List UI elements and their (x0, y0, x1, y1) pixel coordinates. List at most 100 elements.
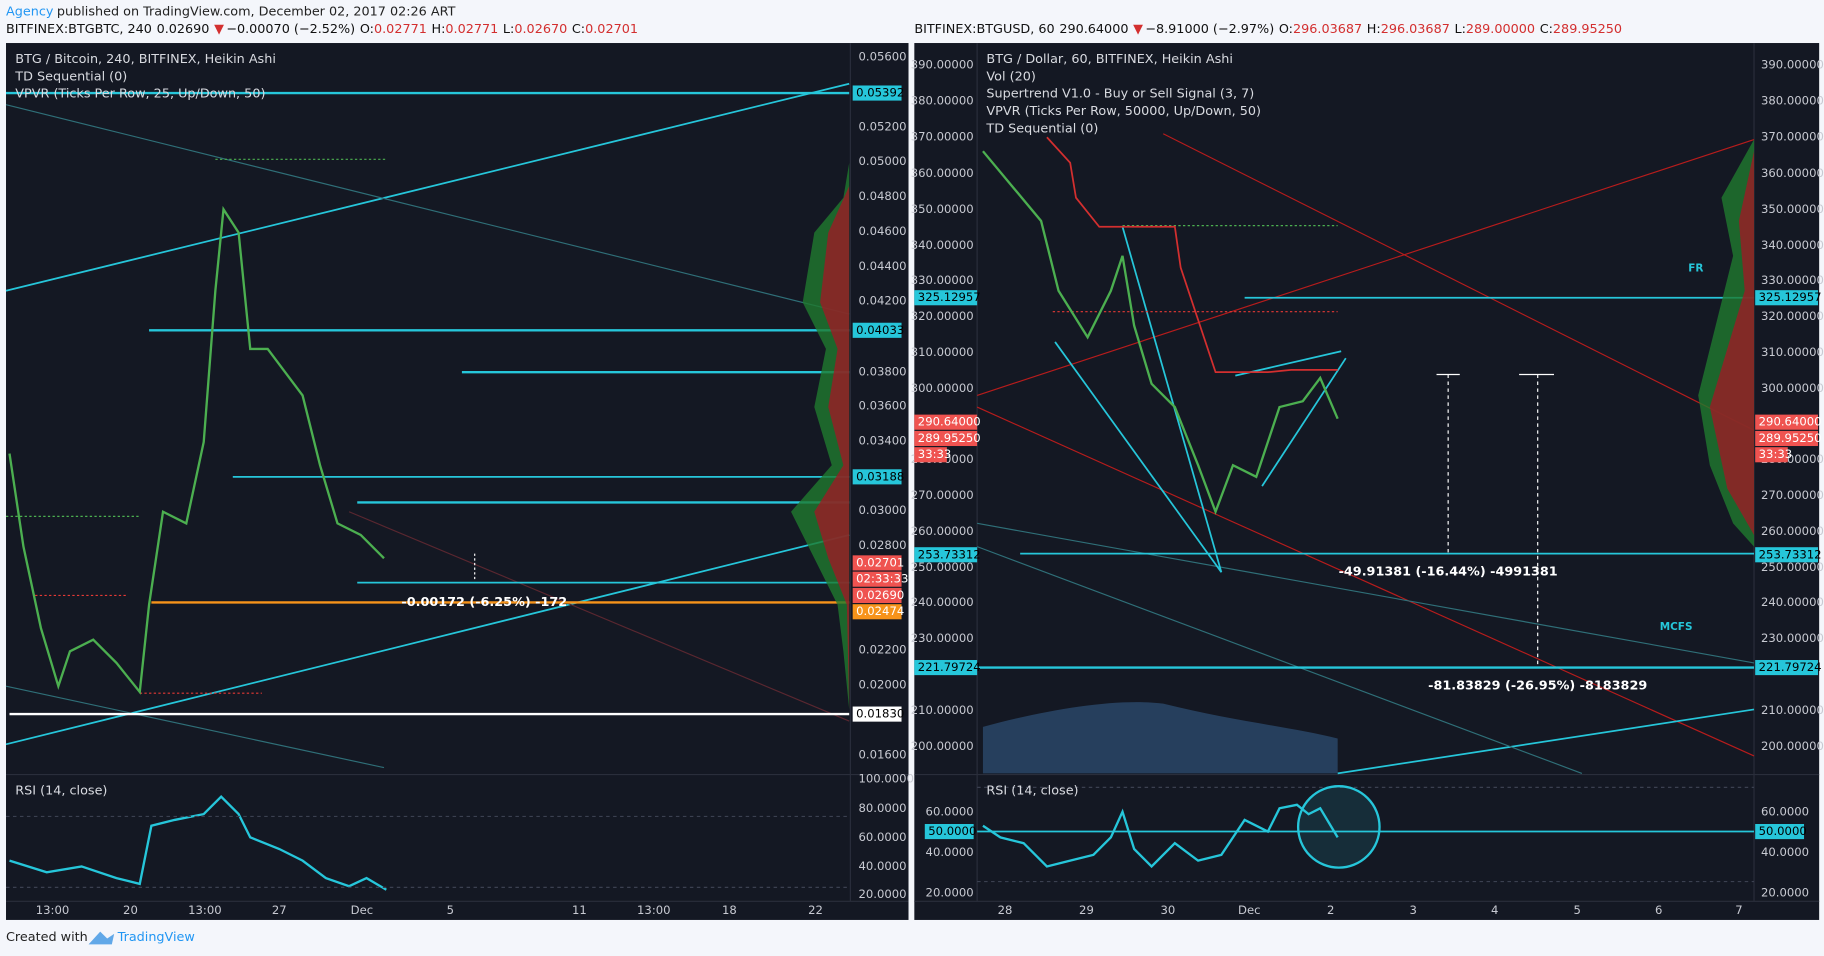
legend-line: Vol (20) (986, 69, 1035, 84)
annotation: FR (1688, 263, 1703, 275)
price-tag-bg (1755, 430, 1818, 447)
legend-line: Supertrend V1.0 - Buy or Sell Signal (3,… (986, 87, 1254, 102)
price-axis-label: 0.03000 (859, 503, 907, 517)
price-tag-bg (914, 414, 978, 430)
price-tag: 0.03188 (856, 469, 904, 483)
text-part: 0.02690 (157, 22, 210, 37)
price-axis-label: 250.00000 (911, 560, 974, 574)
price-tag: 221.79724 (1759, 660, 1822, 674)
price-tag-bg (1755, 823, 1805, 840)
price-axis-label: 250.00000 (1761, 560, 1824, 574)
right-volume-profile (1698, 139, 1755, 547)
publish-info: Agency published on TradingView.com, Dece… (6, 4, 456, 19)
text-part: H: (432, 22, 446, 37)
rsi-axis-label: 40.0000 (926, 845, 974, 859)
right-panel (914, 43, 1820, 920)
time-axis-label: 22 (808, 903, 823, 917)
price-axis-label: 390.00000 (1761, 58, 1824, 72)
time-axis-label: 27 (272, 903, 287, 917)
text-part: 0.02701 (585, 22, 638, 37)
rsi-axis-label: 20.0000 (926, 886, 974, 900)
price-axis-label: 300.00000 (911, 381, 974, 395)
text-part: L: (1454, 22, 1465, 37)
price-tag-bg (1755, 414, 1818, 430)
time-axis-label: 2 (1327, 903, 1334, 917)
price-tag-bg (914, 290, 978, 306)
text-part: BITFINEX:BTGUSD, 60 (914, 22, 1054, 37)
rsi-axis-label: 20.0000 (859, 887, 907, 901)
time-axis-label: 13:00 (36, 903, 70, 917)
price-tag-bg (1755, 547, 1818, 563)
price-axis-label: 240.00000 (911, 595, 974, 609)
annotation: -49.91381 (-16.44%) -4991381 (1339, 565, 1558, 580)
legend-line: VPVR (Ticks Per Row, 25, Up/Down, 50) (15, 87, 265, 102)
text-part: ▼ (1133, 22, 1143, 37)
price-axis-label: 0.04400 (859, 259, 907, 273)
text-part: O: (1279, 22, 1293, 37)
time-axis-label: 4 (1491, 903, 1498, 917)
time-axis-label: 13:00 (188, 903, 222, 917)
price-tag-bg (852, 587, 902, 604)
price-tag-bg (914, 430, 978, 447)
price-axis-label: 270.00000 (911, 488, 974, 502)
text-part: 296.03687 (1293, 22, 1362, 37)
footer-brand: TradingView (117, 930, 195, 945)
price-tag: 290.64000 (918, 415, 981, 429)
text-part: BITFINEX:BTGBTC, 240 (6, 22, 152, 37)
rsi-axis-label: 40.0000 (1761, 845, 1809, 859)
price-axis-label: 380.00000 (1761, 94, 1824, 108)
price-tag-bg (852, 322, 902, 338)
rsi-axis-label: 80.0000 (859, 801, 907, 815)
time-axis-label: Dec (351, 903, 373, 917)
legend-line: VPVR (Ticks Per Row, 50000, Up/Down, 50) (986, 104, 1261, 119)
text-part: ▼ (214, 22, 224, 37)
text-part: C: (1540, 22, 1553, 37)
price-tag: 0.01830 (856, 707, 904, 721)
time-axis-label: 20 (123, 903, 138, 917)
time-axis-label: 28 (998, 903, 1013, 917)
time-axis-label: 5 (447, 903, 454, 917)
text-part: O: (360, 22, 374, 37)
price-tag-bg (1755, 290, 1818, 306)
price-axis-label: 0.05000 (859, 154, 907, 168)
time-axis-label: 6 (1655, 903, 1662, 917)
price-axis-label: 0.02200 (859, 643, 907, 657)
price-axis-label: 0.02000 (859, 678, 907, 692)
price-axis-label: 0.04200 (859, 294, 907, 308)
rsi-axis-label: 60.0000 (926, 804, 974, 818)
price-axis-label: 230.00000 (911, 631, 974, 645)
price-tag-bg (1755, 660, 1818, 676)
price-axis-label: 360.00000 (1761, 166, 1824, 180)
annotation: -81.83829 (-26.95%) -8183829 (1428, 679, 1647, 694)
legend-line: BTG / Bitcoin, 240, BITFINEX, Heikin Ash… (15, 52, 276, 67)
time-axis-label: 3 (1410, 903, 1417, 917)
rsi-axis-label: 40.0000 (859, 859, 907, 873)
price-tag: 0.02690 (856, 588, 904, 602)
price-tag-bg (914, 660, 978, 676)
price-tag: 253.73312 (1759, 547, 1822, 561)
price-axis-label: 210.00000 (1761, 703, 1824, 717)
price-axis-label: 240.00000 (1761, 595, 1824, 609)
time-axis-label: 18 (722, 903, 737, 917)
rsi-axis-label: 60.0000 (859, 830, 907, 844)
price-axis-label: 390.00000 (911, 58, 974, 72)
price-axis-label: 0.03600 (859, 398, 907, 412)
rsi-axis-label: 100.0000 (859, 772, 914, 786)
price-axis-label: 230.00000 (1761, 631, 1824, 645)
legend-line: TD Sequential (0) (14, 69, 127, 84)
price-tag: 0.02701 (856, 555, 904, 569)
price-tag: 50.0000 (928, 824, 976, 838)
annotation: MCFS (1660, 621, 1693, 633)
text-part: 289.00000 (1466, 22, 1535, 37)
price-tag: 221.79724 (918, 660, 981, 674)
time-axis-label: 13:00 (637, 903, 671, 917)
text-part: 289.95250 (1553, 22, 1622, 37)
price-tag: 0.04033 (856, 323, 904, 337)
price-axis-label: 380.00000 (911, 94, 974, 108)
price-tag: 02:33:33 (856, 572, 908, 586)
price-axis-label: 0.05200 (859, 119, 907, 133)
price-axis-label: 270.00000 (1761, 488, 1824, 502)
text-part: 296.03687 (1381, 22, 1450, 37)
rsi-axis-label: 20.0000 (1761, 886, 1809, 900)
price-tag-bg (852, 555, 902, 571)
